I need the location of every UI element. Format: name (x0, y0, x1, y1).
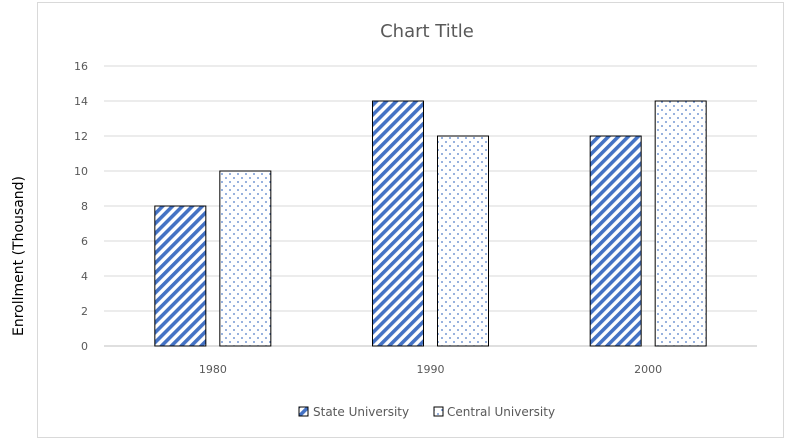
legend-label: Central University (447, 405, 555, 419)
bar-state-university-1990 (372, 100, 424, 347)
legend: State University Central University (298, 405, 555, 419)
y-tick-label: 10 (74, 165, 88, 178)
legend-label: State University (313, 405, 409, 419)
y-tick-label: 12 (74, 130, 88, 143)
y-tick-label: 2 (81, 305, 88, 318)
bar-state-university-2000 (589, 135, 642, 347)
bars (154, 100, 707, 347)
y-tick-labels: 0 2 4 6 8 10 12 14 16 (74, 60, 88, 353)
bar-state-university-1980 (154, 205, 207, 347)
bar-central-university-2000 (654, 100, 707, 347)
x-tick-label: 2000 (634, 363, 662, 376)
y-tick-label: 4 (81, 270, 88, 283)
legend-swatch (298, 406, 309, 417)
gridlines (104, 65, 757, 347)
y-tick-label: 16 (74, 60, 88, 73)
chart-title: Chart Title (380, 21, 474, 42)
y-tick-label: 8 (81, 200, 88, 213)
bar-central-university-1990 (437, 135, 489, 347)
y-tick-label: 14 (74, 95, 88, 108)
x-tick-label: 1990 (417, 363, 445, 376)
bar-central-university-1980 (219, 170, 272, 347)
x-tick-label: 1980 (199, 363, 227, 376)
y-tick-label: 6 (81, 235, 88, 248)
x-tick-labels: 1980 1990 2000 (199, 363, 662, 376)
legend-swatch (433, 406, 444, 417)
y-tick-label: 0 (81, 340, 88, 353)
